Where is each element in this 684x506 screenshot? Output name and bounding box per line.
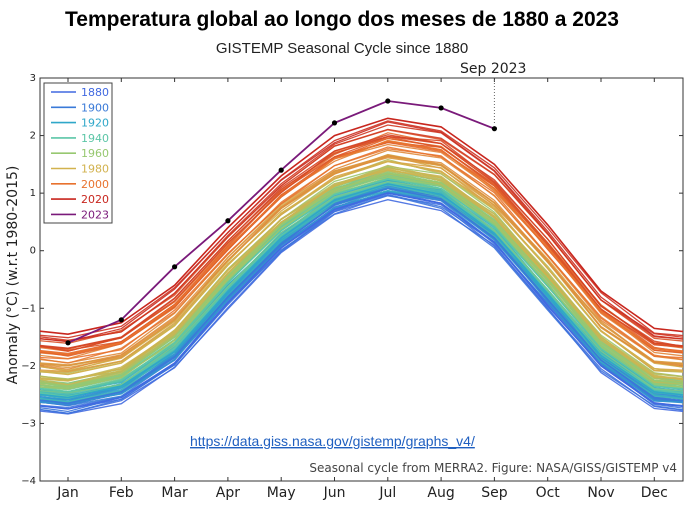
x-tick-label: May (267, 485, 296, 501)
legend-label: 2023 (81, 208, 109, 221)
series-line-1940 (40, 177, 683, 393)
ensemble-year-line (40, 121, 683, 343)
ensemble-year-line (40, 194, 683, 415)
x-tick-label: Sep (481, 485, 508, 501)
plot-frame (39, 77, 684, 482)
legend-label: 1880 (81, 86, 109, 99)
annotation-sep-2023: Sep 2023 (460, 61, 526, 77)
x-tick-label: Apr (216, 485, 240, 501)
ensemble-year-line (40, 134, 683, 349)
x-tick-label: Dec (641, 485, 668, 501)
y-tick-label: −3 (21, 418, 36, 429)
ensemble-year-line (40, 120, 683, 339)
page-title: Temperatura global ao longo dos meses de… (65, 8, 619, 31)
ensemble-year-line (40, 180, 683, 394)
x-tick-label: Oct (536, 485, 561, 501)
series-2023-point (491, 126, 497, 132)
x-tick-label: Aug (427, 485, 454, 501)
series-2023-point (118, 317, 124, 323)
series-line-2020 (40, 117, 683, 336)
legend-label: 1980 (81, 163, 109, 176)
series-2023-point (438, 105, 444, 111)
ensemble-year-line (40, 155, 683, 370)
x-tick-label: Nov (587, 485, 614, 501)
legend-label: 2020 (81, 193, 109, 206)
ensemble-year-line (40, 149, 683, 364)
x-tick-label: Mar (161, 485, 188, 501)
series-2023-point (225, 218, 231, 224)
x-tick-label: Feb (109, 485, 134, 501)
y-axis-ticks: −4 −3 −2 −1 0 1 2 3 (21, 73, 683, 487)
series-2023-point (331, 120, 338, 126)
y-tick-label: −4 (21, 476, 36, 487)
ensemble-lines (40, 120, 683, 415)
ensemble-year-line (40, 124, 683, 341)
legend-label: 1940 (81, 132, 109, 145)
series-2023-point (278, 167, 284, 173)
ensemble-year-line (40, 169, 683, 382)
series-line-1980 (40, 160, 683, 376)
x-axis-ticks: Jan Feb Mar Apr May Jun Jul Aug Sep Oct Nov Dec (56, 78, 668, 501)
legend-label: 1960 (81, 147, 109, 160)
ensemble-year-line (40, 146, 683, 360)
y-tick-label: 2 (30, 131, 36, 142)
x-tick-label: Jul (378, 485, 396, 501)
legend-label: 1900 (81, 101, 109, 114)
series-line-1960 (40, 172, 683, 387)
series-line-1920 (40, 183, 683, 399)
legend-items: 1880 1900 1920 1940 1960 1980 2000 2020 2023 (51, 86, 109, 221)
legend-label: 1920 (81, 117, 109, 130)
chart-title: GISTEMP Seasonal Cycle since 1880 (215, 40, 469, 57)
ensemble-year-line (40, 199, 683, 415)
series-2023-point (65, 340, 71, 346)
legend: 1880 1900 1920 1940 1960 1980 2000 2020 2023 (43, 82, 113, 224)
y-tick-label: −1 (21, 303, 36, 314)
y-tick-label: 0 (30, 246, 36, 257)
figure-credit: Seasonal cycle from MERRA2. Figure: NASA… (309, 461, 677, 475)
series-2023-points (65, 98, 497, 346)
ensemble-year-line (40, 187, 683, 401)
y-axis-label: Anomaly (°C) (w.r.t 1980-2015) (5, 166, 21, 385)
y-tick-label: 1 (30, 188, 36, 199)
source-link[interactable]: https://data.giss.nasa.gov/gistemp/graph… (190, 433, 475, 449)
y-tick-label: 3 (30, 73, 36, 84)
series-2023-point (385, 98, 391, 104)
legend-label: 2000 (81, 178, 109, 191)
series-2023-point (172, 264, 178, 270)
y-tick-label: −2 (21, 361, 36, 372)
series-line-2000 (40, 140, 683, 356)
x-tick-label: Jan (56, 485, 79, 501)
x-tick-label: Jun (323, 485, 346, 501)
ensemble-year-line (40, 195, 683, 414)
series-line-1900 (40, 187, 683, 405)
series-line-1880 (40, 192, 683, 410)
plot-area: −4 −3 −2 −1 0 1 2 3 Jan Feb Mar Apr May Jun Jul Aug Sep… (21, 61, 684, 501)
